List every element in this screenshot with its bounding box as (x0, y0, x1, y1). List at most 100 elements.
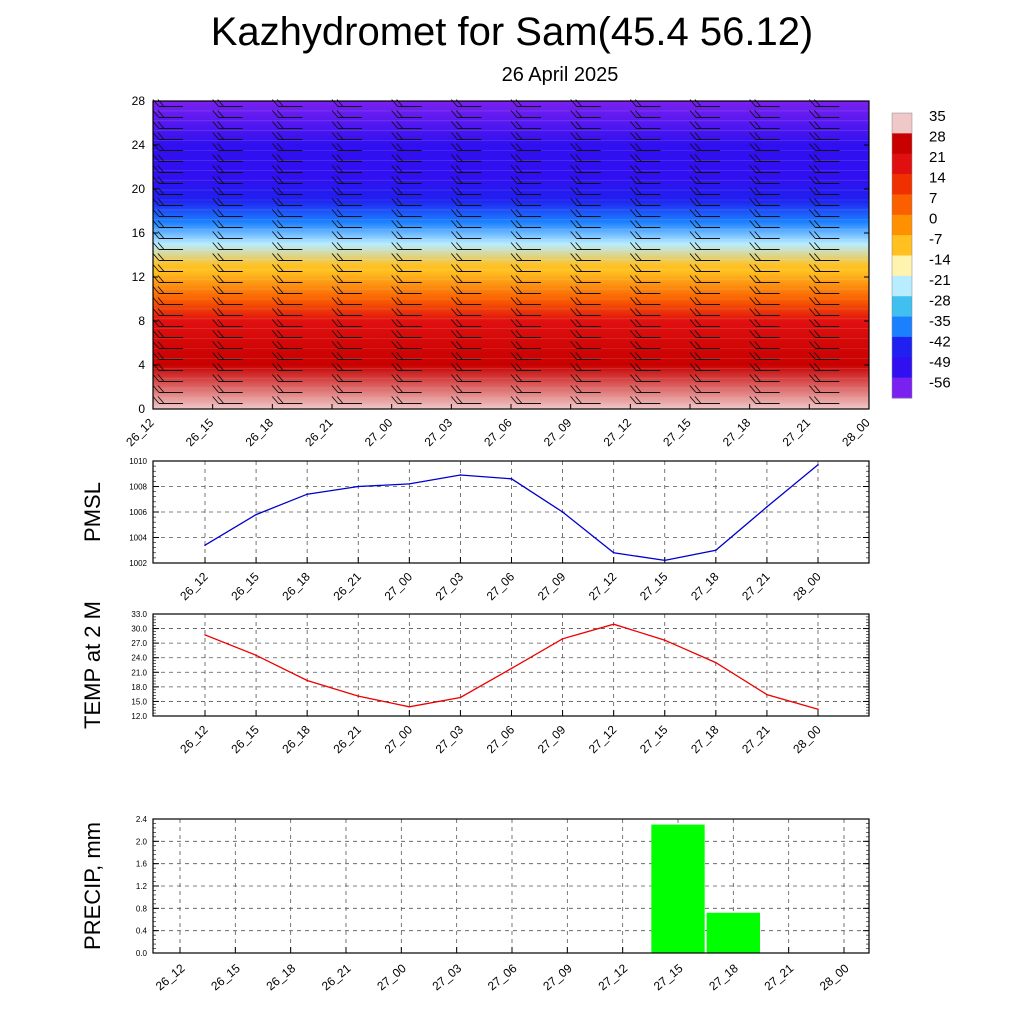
wind-barb-flag (813, 231, 821, 239)
wind-barb-flag (694, 363, 702, 371)
data-point (459, 696, 462, 699)
wind-barb-flag (212, 176, 220, 184)
wind-barb-flag (808, 110, 816, 118)
y-axis-label: PRECIP, mm (80, 822, 105, 950)
wind-barb-flag (754, 396, 762, 404)
wind-barb-flag (694, 231, 702, 239)
wind-barb-flag (689, 121, 697, 129)
wind-barb-flag (754, 143, 762, 151)
wind-barb-flag (391, 143, 399, 151)
wind-barb-flag (217, 121, 225, 129)
wind-barb-flag (152, 121, 160, 129)
wind-barb-flag (575, 341, 583, 349)
x-tick-label: 27_12 (586, 569, 620, 603)
data-point (561, 637, 564, 640)
wind-barb-flag (808, 231, 816, 239)
wind-barb-flag (271, 308, 279, 316)
wind-barb-flag (217, 352, 225, 360)
wind-barb-flag (634, 275, 642, 283)
wind-barb-flag (331, 330, 339, 338)
wind-barb-flag (217, 374, 225, 382)
wind-barb-flag (754, 385, 762, 393)
colorbar-segment (892, 214, 912, 236)
x-tick-label: 28_00 (790, 569, 824, 603)
wind-barb-flag (754, 264, 762, 272)
wind-barb-flag (575, 286, 583, 294)
wind-barb-flag (575, 143, 583, 151)
wind-barb-flag (813, 253, 821, 261)
wind-barb-flag (749, 165, 757, 173)
wind-barb-flag (689, 143, 697, 151)
wind-barb-flag (271, 143, 279, 151)
wind-barb-flag (515, 264, 523, 272)
wind-barb-flag (629, 132, 637, 140)
wind-barb-flag (331, 187, 339, 195)
wind-barb-flag (808, 253, 816, 261)
wind-barb-flag (271, 176, 279, 184)
wind-barb-flag (754, 154, 762, 162)
wind-barb-flag (217, 319, 225, 327)
wind-barb-flag (634, 341, 642, 349)
wind-barb-flag (813, 385, 821, 393)
wind-barb-flag (629, 275, 637, 283)
wind-barb-flag (634, 165, 642, 173)
panel-frame (152, 460, 870, 564)
wind-barb-flag (510, 363, 518, 371)
wind-barb-flag (515, 198, 523, 206)
wind-barb-flag (271, 264, 279, 272)
wind-barb-flag (515, 319, 523, 327)
wind-barb-flag (157, 198, 165, 206)
wind-barb-flag (331, 253, 339, 261)
panel-pmsl: 1010 1008 1006 1004 1002 26_12 26_15 26_18 26_21… (80, 457, 870, 603)
wind-barb-flag (749, 275, 757, 283)
wind-barb-flag (694, 385, 702, 393)
wind-barb-flag (336, 319, 344, 327)
panel-frame (152, 613, 870, 717)
x-tick-label: 26_15 (228, 569, 262, 603)
wind-barb-flag (694, 154, 702, 162)
wind-barb-flag (152, 341, 160, 349)
wind-barb-flag (570, 198, 578, 206)
wind-barb-flag (689, 165, 697, 173)
wind-barb-flag (271, 319, 279, 327)
wind-barb-flag (212, 264, 220, 272)
wind-barb-flag (515, 143, 523, 151)
wind-barb-flag (634, 385, 642, 393)
wind-barb-flag (813, 363, 821, 371)
wind-barb-flag (396, 297, 404, 305)
wind-barb-flag (391, 319, 399, 327)
wind-barb-flag (754, 121, 762, 129)
wind-barb-flag (450, 297, 458, 305)
wind-barb-flag (152, 297, 160, 305)
wind-barb-flag (689, 396, 697, 404)
heatmap-ytick-label: 16 (132, 226, 146, 240)
wind-barb-flag (212, 143, 220, 151)
wind-barb-flag (157, 341, 165, 349)
wind-barb-flag (396, 308, 404, 316)
wind-barb-flag (510, 308, 518, 316)
wind-barb-flag (212, 319, 220, 327)
wind-barb-flag (689, 297, 697, 305)
wind-barb-flag (694, 132, 702, 140)
wind-barb-flag (212, 363, 220, 371)
heatmap-ytick-label: 20 (132, 182, 146, 196)
wind-barb-flag (570, 220, 578, 228)
wind-barb-flag (694, 176, 702, 184)
wind-barb-flag (575, 396, 583, 404)
x-tick-label: 27_06 (484, 569, 518, 603)
wind-barb-flag (455, 165, 463, 173)
wind-barb-flag (808, 264, 816, 272)
wind-barb-flag (217, 286, 225, 294)
wind-barb-flag (813, 143, 821, 151)
wind-barb-flag (808, 209, 816, 217)
wind-barb-flag (575, 209, 583, 217)
x-tick-label: 27_09 (540, 961, 575, 993)
wind-barb-flag (629, 385, 637, 393)
wind-barb-flag (629, 176, 637, 184)
wind-barb-flag (217, 264, 225, 272)
wind-barb-flag (331, 198, 339, 206)
panel-background (153, 461, 869, 563)
y-tick-label: 27.0 (131, 639, 147, 648)
wind-barb-flag (450, 308, 458, 316)
wind-barb-flag (808, 165, 816, 173)
